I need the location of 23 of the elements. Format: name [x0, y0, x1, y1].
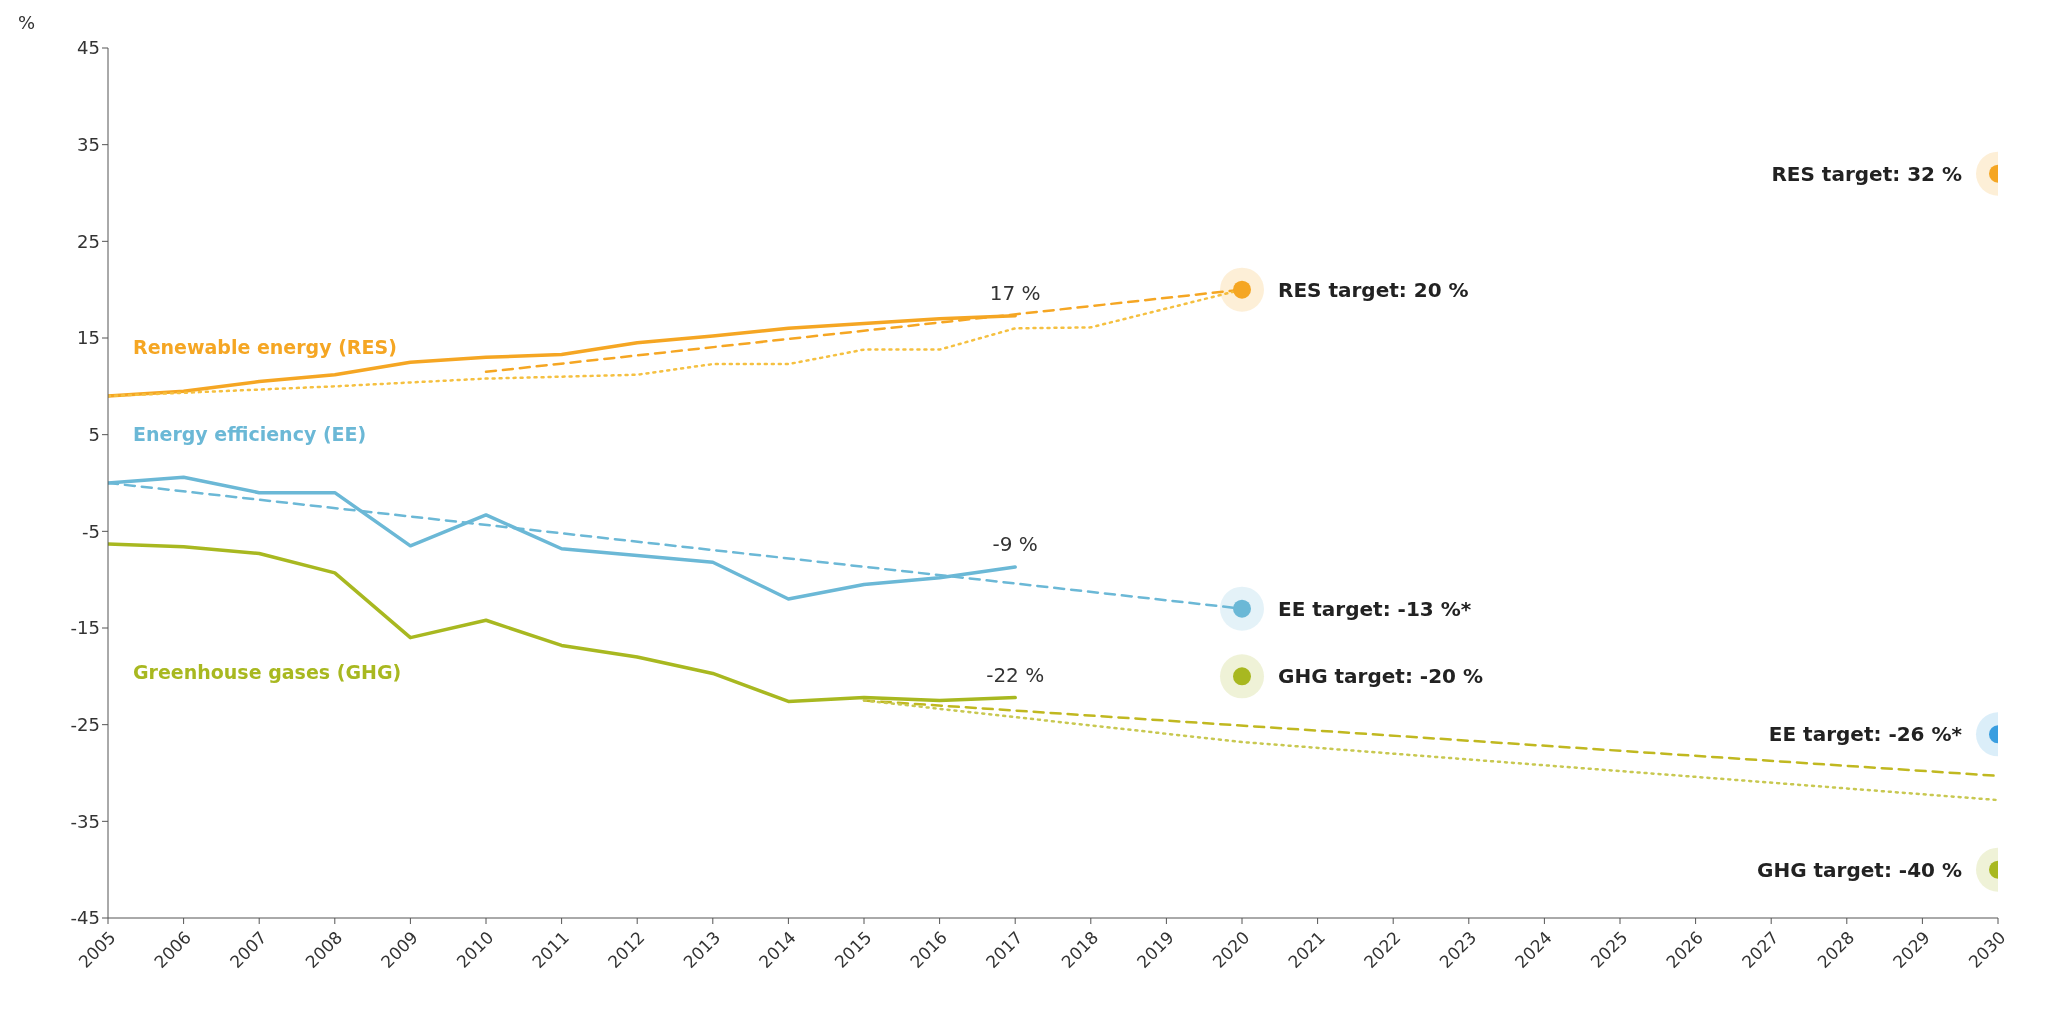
series-label: Renewable energy (RES): [133, 336, 397, 358]
annotation: -9 %: [992, 532, 1038, 557]
y-tick-label: 5: [88, 424, 100, 446]
annotation: RES target: 20 %: [1278, 277, 1469, 302]
series-label: Energy efficiency (EE): [133, 423, 367, 445]
y-axis-title: %: [18, 12, 36, 33]
annotation: RES target: 32 %: [1771, 161, 1962, 186]
annotation: EE target: -26 %*: [1768, 722, 1963, 747]
y-tick-label: -15: [70, 617, 100, 639]
y-tick-label: -25: [70, 714, 100, 736]
y-tick-label: -35: [70, 810, 100, 832]
y-tick-label: 25: [77, 230, 100, 252]
series-label: Greenhouse gases (GHG): [133, 660, 402, 683]
annotation: EE target: -13 %*: [1278, 596, 1472, 621]
y-tick-label: -5: [82, 520, 100, 542]
annotation: -22 %: [986, 662, 1045, 687]
annotation: GHG target: -20 %: [1278, 664, 1483, 689]
y-tick-label: -45: [70, 907, 100, 929]
y-tick-label: 45: [77, 37, 100, 59]
annotation: 17 %: [989, 280, 1041, 305]
y-tick-label: 15: [77, 327, 100, 349]
y-tick-label: 35: [77, 134, 100, 156]
annotation: GHG target: -40 %: [1757, 857, 1962, 882]
